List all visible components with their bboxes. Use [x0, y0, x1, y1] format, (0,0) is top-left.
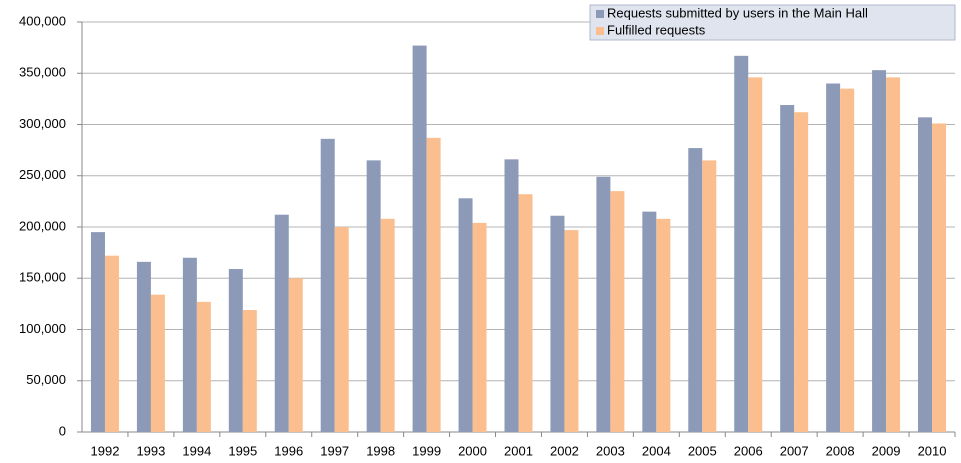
bar	[642, 211, 657, 432]
x-tick-label: 1993	[136, 443, 165, 458]
bar	[288, 278, 303, 432]
bar	[748, 77, 763, 432]
bar	[780, 105, 795, 433]
x-tick-label: 2000	[458, 443, 487, 458]
bar	[366, 160, 381, 432]
bar	[918, 117, 933, 432]
bar	[472, 222, 487, 432]
x-tick-label: 1996	[274, 443, 303, 458]
y-tick-label: 400,000	[19, 13, 66, 28]
bar	[932, 123, 947, 432]
bar	[412, 45, 427, 432]
x-tick-label: 2006	[734, 443, 763, 458]
x-tick-label: 2008	[826, 443, 855, 458]
bar	[702, 160, 717, 432]
legend-box	[589, 4, 956, 41]
x-tick-label: 2010	[918, 443, 947, 458]
bar	[610, 191, 625, 432]
bar	[150, 294, 165, 432]
x-tick-label: 2001	[504, 443, 533, 458]
bar	[458, 198, 473, 432]
bar	[734, 55, 749, 432]
bar	[886, 77, 901, 432]
x-tick-label: 2004	[642, 443, 671, 458]
y-tick-label: 100,000	[19, 321, 66, 336]
x-tick-label: 1999	[412, 443, 441, 458]
bar	[334, 227, 349, 432]
bar	[426, 137, 441, 432]
bar	[196, 301, 211, 432]
bar	[242, 310, 257, 432]
bar	[550, 215, 565, 432]
bar	[274, 214, 289, 432]
legend: Requests submitted by users in the Main …	[589, 4, 956, 41]
legend-swatch	[596, 10, 604, 18]
bar	[320, 138, 335, 432]
y-tick-label: 0	[59, 423, 66, 438]
x-tick-label: 1995	[228, 443, 257, 458]
bar	[504, 159, 519, 432]
bar	[104, 255, 119, 432]
legend-label: Requests submitted by users in the Main …	[607, 5, 868, 20]
x-tick-label: 1994	[182, 443, 211, 458]
bar	[136, 261, 151, 432]
bar	[564, 230, 579, 432]
x-tick-label: 2009	[872, 443, 901, 458]
bar	[656, 218, 671, 432]
x-tick-label: 2007	[780, 443, 809, 458]
y-tick-label: 300,000	[19, 116, 66, 131]
y-tick-label: 150,000	[19, 270, 66, 285]
bar	[228, 269, 243, 432]
bar	[90, 232, 105, 432]
x-tick-label: 2005	[688, 443, 717, 458]
y-tick-label: 200,000	[19, 218, 66, 233]
legend-swatch	[596, 27, 604, 35]
y-tick-label: 250,000	[19, 167, 66, 182]
x-tick-label: 1998	[366, 443, 395, 458]
bar	[182, 257, 197, 432]
legend-label: Fulfilled requests	[607, 22, 706, 37]
bar	[596, 176, 611, 432]
bar	[794, 112, 809, 432]
y-tick-label: 350,000	[19, 65, 66, 80]
bar	[380, 218, 395, 432]
x-tick-label: 2002	[550, 443, 579, 458]
x-tick-label: 1997	[320, 443, 349, 458]
bar	[518, 194, 533, 432]
bar	[826, 83, 841, 432]
x-tick-label: 2003	[596, 443, 625, 458]
x-tick-label: 1992	[91, 443, 120, 458]
bar	[688, 148, 703, 432]
bar	[872, 70, 887, 433]
y-tick-label: 50,000	[26, 372, 66, 387]
bar	[840, 88, 855, 432]
